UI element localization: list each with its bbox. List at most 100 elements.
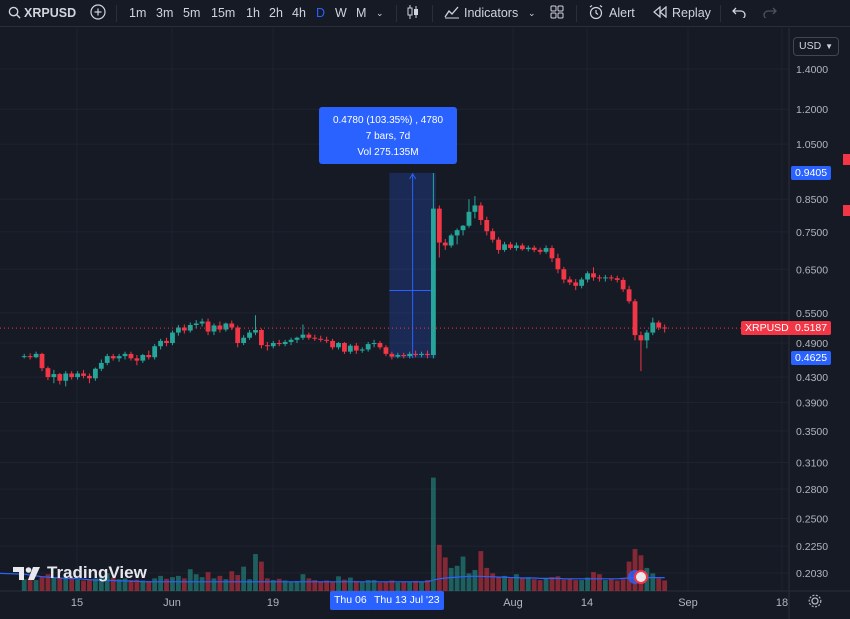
layout-grid-icon[interactable] — [550, 0, 564, 27]
volume-bar — [294, 580, 300, 591]
indicators-button[interactable]: Indicators — [464, 6, 519, 20]
candle-body — [365, 344, 371, 350]
candle-body — [282, 341, 288, 345]
candle — [69, 371, 75, 380]
replay-icon[interactable] — [653, 0, 667, 27]
candle-body — [306, 334, 312, 338]
timeframe-1h[interactable]: 1h — [246, 6, 260, 20]
candle-body — [484, 220, 490, 232]
chevron-down-icon[interactable]: ⌄ — [376, 8, 384, 18]
candle-body — [525, 247, 531, 250]
currency-selector[interactable]: USD ▼ — [793, 37, 839, 56]
candle — [63, 371, 69, 387]
volume-bar — [490, 573, 496, 591]
candle-body — [27, 356, 33, 358]
volume-bar — [181, 578, 187, 591]
candle — [413, 350, 418, 358]
candle — [176, 324, 181, 336]
candle-body — [620, 279, 626, 290]
volume-bar — [347, 577, 353, 591]
timeframe-1m[interactable]: 1m — [129, 6, 147, 20]
candle — [597, 274, 602, 282]
candle — [330, 338, 335, 350]
timeframe-w[interactable]: W — [335, 6, 347, 20]
candle-body — [294, 337, 300, 340]
timeframe-15m[interactable]: 15m — [211, 6, 236, 20]
candle-body — [395, 354, 401, 357]
volume-bar — [211, 578, 217, 591]
symbol-name[interactable]: XRPUSD — [24, 6, 77, 20]
volume-bar — [187, 569, 193, 591]
timeframe-m[interactable]: M — [356, 6, 367, 20]
candle-body — [371, 343, 377, 345]
currency-label: USD — [799, 40, 822, 52]
volume-bar — [33, 580, 39, 591]
volume-bar — [282, 580, 288, 591]
candles-icon[interactable] — [406, 0, 420, 27]
volume-bar — [531, 579, 537, 591]
redo-icon[interactable] — [763, 0, 777, 27]
candle — [259, 328, 264, 349]
candle — [602, 274, 608, 282]
candle — [365, 341, 371, 352]
candle-body — [241, 337, 247, 344]
volume-bar — [235, 575, 241, 591]
candle-body — [312, 337, 318, 339]
timeframe-2h[interactable]: 2h — [269, 6, 283, 20]
timeframe-d[interactable]: D — [316, 6, 326, 20]
chevron-down-icon[interactable]: ⌄ — [528, 8, 536, 18]
candle-body — [276, 343, 282, 345]
candle-body — [253, 330, 258, 333]
candle-body — [389, 353, 395, 357]
volume-bar — [549, 577, 555, 591]
price-tick-label: 0.6500 — [796, 264, 828, 276]
candle — [377, 340, 383, 350]
alert-button[interactable]: Alert — [609, 6, 635, 20]
candle-body — [401, 354, 407, 357]
search-icon[interactable] — [8, 0, 21, 27]
timeframe-3m[interactable]: 3m — [156, 6, 174, 20]
candle — [122, 351, 128, 360]
undo-icon[interactable] — [732, 0, 746, 27]
volume-bar — [253, 554, 258, 591]
candle-body — [407, 353, 413, 357]
volume-bar — [425, 580, 430, 591]
volume-bar — [51, 577, 57, 591]
time-label: Sep — [678, 597, 698, 609]
candle — [110, 353, 116, 361]
us-flag-icon[interactable] — [636, 572, 646, 582]
candle-body — [324, 339, 330, 341]
candle-body — [300, 334, 306, 338]
replay-button[interactable]: Replay — [672, 6, 711, 20]
candle — [318, 335, 324, 342]
volume-bar — [92, 578, 98, 591]
candle-body — [247, 332, 252, 338]
timeframe-4h[interactable]: 4h — [292, 6, 306, 20]
volume-bar — [229, 571, 235, 591]
volume-bar — [508, 578, 513, 591]
candle-body — [187, 324, 193, 331]
volume-bar — [324, 580, 330, 591]
candle — [116, 353, 122, 362]
candle-body — [555, 258, 561, 270]
candle — [294, 336, 300, 344]
candle — [395, 352, 401, 359]
candle — [389, 351, 395, 360]
compare-symbol-icon[interactable] — [90, 0, 106, 27]
indicators-icon[interactable] — [444, 0, 460, 27]
volume-bar — [496, 576, 502, 591]
candle — [205, 318, 211, 336]
volume-bar — [602, 580, 608, 591]
volume-bar — [662, 580, 668, 591]
price-tick-label: 0.4300 — [796, 372, 828, 384]
tradingview-logo[interactable]: TradingView — [12, 563, 147, 583]
candle — [656, 320, 662, 331]
candle — [134, 354, 140, 366]
candle-body — [92, 368, 98, 379]
alert-clock-icon[interactable] — [588, 0, 604, 27]
candle — [430, 172, 436, 359]
volume-bar — [104, 573, 110, 591]
volume-sma — [0, 572, 665, 583]
timeframe-5m[interactable]: 5m — [183, 6, 201, 20]
settings-gear-icon[interactable] — [808, 594, 822, 613]
